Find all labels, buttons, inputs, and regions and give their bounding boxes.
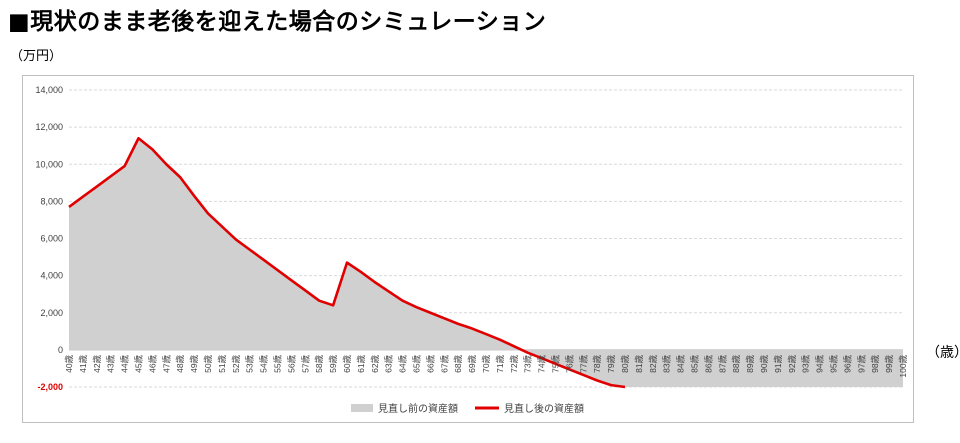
x-tick-label: 82歳 [648,354,658,372]
chart-frame: -2,000 0 2,000 4,000 6,000 8,000 10,000 12,000 1… [22,75,914,423]
y-tick-label: 8,000 [40,196,63,206]
x-tick-label: 100歳 [898,354,908,377]
x-tick-label: 77歳 [578,354,588,372]
x-tick-label: 70歳 [481,354,491,372]
x-tick-label: 96歳 [842,354,852,372]
x-tick-label: 51歳 [217,354,227,372]
x-tick-label: 54歳 [259,354,269,372]
x-tick-label: 58歳 [314,354,324,372]
x-tick-label: 94歳 [815,354,825,372]
y-tick-label: 12,000 [35,122,63,132]
y-tick-label: 0 [58,345,63,355]
x-tick-label: 56歳 [286,354,296,372]
x-tick-label: 57歳 [300,354,310,372]
x-tick-label: 60歳 [342,354,352,372]
y-tick-label: -2,000 [37,382,63,392]
x-tick-label: 97歳 [856,354,866,372]
x-tick-label: 41歳 [78,354,88,372]
x-tick-label: 68歳 [453,354,463,372]
x-tick-label: 61歳 [356,354,366,372]
x-tick-label: 95歳 [829,354,839,372]
x-tick-label: 90歳 [759,354,769,372]
x-tick-label: 67歳 [439,354,449,372]
legend: 見直し前の資産額 見直し後の資産額 [351,402,584,415]
x-tick-label: 93歳 [801,354,811,372]
x-tick-label: 81歳 [634,354,644,372]
y-tick-layer: -2,000 0 2,000 4,000 6,000 8,000 10,000 12,000 1… [35,85,63,392]
chart-svg: -2,000 0 2,000 4,000 6,000 8,000 10,000 12,000 1… [35,85,908,415]
x-tick-label: 80歳 [620,354,630,372]
series-line-見直し後の資産額 [68,136,626,389]
x-tick-label: 75歳 [551,354,561,372]
x-tick-label: 86歳 [703,354,713,372]
x-tick-label: 79歳 [606,354,616,372]
x-tick-label: 52歳 [231,354,241,372]
y-tick-label: 2,000 [40,308,63,318]
x-tick-label: 98歳 [870,354,880,372]
line-layer [68,136,626,389]
x-tick-label: 49歳 [189,354,199,372]
x-tick-label: 85歳 [690,354,700,372]
x-tick-label: 84歳 [676,354,686,372]
x-tick-label: 65歳 [412,354,422,372]
x-tick-label: 53歳 [245,354,255,372]
x-tick-label: 73歳 [523,354,533,372]
x-tick-label: 74歳 [537,354,547,372]
x-tick-label: 83歳 [662,354,672,372]
x-tick-label: 91歳 [773,354,783,372]
y-tick-label: 14,000 [35,85,63,95]
x-tick-label: 69歳 [467,354,477,372]
x-tick-label: 55歳 [273,354,283,372]
x-tick-label: 99歳 [884,354,894,372]
y-tick-label: 6,000 [40,234,63,244]
x-tick-label: 47歳 [161,354,171,372]
x-tick-label: 88歳 [731,354,741,372]
x-tick-label: 64歳 [398,354,408,372]
x-tick-label: 63歳 [384,354,394,372]
x-tick-label: 48歳 [175,354,185,372]
x-tick-label: 92歳 [787,354,797,372]
legend-label-line: 見直し後の資産額 [504,402,584,415]
x-tick-label: 50歳 [203,354,213,372]
series-area-見直し前の資産額 [69,138,903,387]
x-tick-label: 43歳 [106,354,116,372]
legend-swatch-area [351,404,373,412]
area-layer [69,138,903,387]
x-tick-label: 78歳 [592,354,602,372]
y-axis-unit-label: （万円） [10,49,63,64]
x-tick-label: 87歳 [717,354,727,372]
x-tick-label: 66歳 [425,354,435,372]
x-tick-label: 89歳 [745,354,755,372]
x-tick-label: 42歳 [92,354,102,372]
x-axis-unit-label: （歳） [926,345,960,361]
x-tick-layer: 40歳 41歳 42歳 43歳 44歳 45歳 46歳 47歳 48歳 49歳 50歳 51歳 52歳 5… [64,354,908,377]
x-tick-label: 45歳 [134,354,144,372]
y-tick-label: 10,000 [35,159,63,169]
x-tick-label: 76歳 [564,354,574,372]
x-tick-label: 59歳 [328,354,338,372]
page-title: ■現状のまま老後を迎えた場合のシミュレーション [8,9,547,35]
legend-label-area: 見直し前の資産額 [378,402,458,415]
x-tick-label: 72歳 [509,354,519,372]
x-tick-label: 40歳 [64,354,74,372]
x-tick-label: 71歳 [495,354,505,372]
x-tick-label: 44歳 [120,354,130,372]
x-tick-label: 46歳 [147,354,157,372]
x-tick-label: 62歳 [370,354,380,372]
y-tick-label: 4,000 [40,271,63,281]
